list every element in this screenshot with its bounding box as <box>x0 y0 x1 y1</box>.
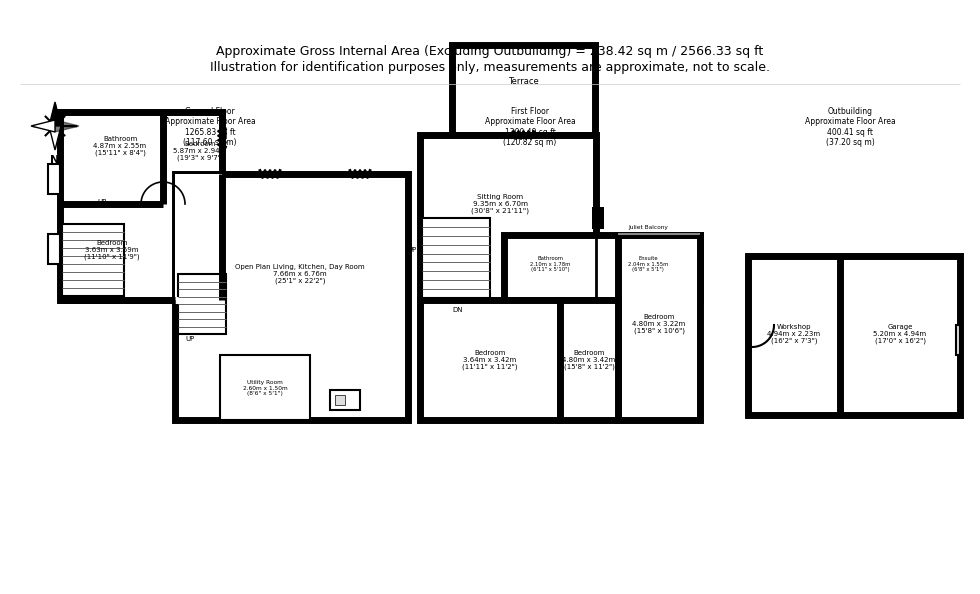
Bar <box>504 235 700 300</box>
Polygon shape <box>31 120 55 132</box>
Bar <box>175 174 408 420</box>
Text: UP: UP <box>185 336 195 342</box>
Bar <box>420 300 560 420</box>
Polygon shape <box>49 126 61 150</box>
Text: Bedroom
3.63m x 3.59m
(11'10" x 11'9"): Bedroom 3.63m x 3.59m (11'10" x 11'9") <box>84 240 140 260</box>
Bar <box>748 256 960 415</box>
Bar <box>592 207 604 229</box>
Text: Approximate Gross Internal Area (Excluding Outbuilding) = 238.42 sq m / 2566.33 : Approximate Gross Internal Area (Excludi… <box>217 45 763 58</box>
Bar <box>48 234 60 264</box>
Bar <box>560 300 618 420</box>
Text: Workshop
4.94m x 2.23m
(16'2" x 7'3"): Workshop 4.94m x 2.23m (16'2" x 7'3") <box>767 324 820 345</box>
Text: Bedroom
5.87m x 2.94m
(19'3" x 9'7"): Bedroom 5.87m x 2.94m (19'3" x 9'7") <box>173 141 226 161</box>
Text: Utility Room
2.60m x 1.50m
(8'6" x 5'1"): Utility Room 2.60m x 1.50m (8'6" x 5'1") <box>243 380 287 396</box>
Text: Garage
5.20m x 4.94m
(17'0" x 16'2"): Garage 5.20m x 4.94m (17'0" x 16'2") <box>873 324 926 345</box>
Text: First Floor
Approximate Floor Area
1300.49 sq ft
(120.82 sq m): First Floor Approximate Floor Area 1300.… <box>485 107 575 147</box>
Text: U/F: U/F <box>595 211 605 216</box>
Text: Open Plan Living, Kitchen, Day Room
7.66m x 6.76m
(25'1" x 22'2"): Open Plan Living, Kitchen, Day Room 7.66… <box>235 264 365 285</box>
Text: Bathroom
4.87m x 2.55m
(15'11" x 8'4"): Bathroom 4.87m x 2.55m (15'11" x 8'4") <box>93 136 147 156</box>
Text: DN: DN <box>453 307 464 313</box>
Text: Terrace: Terrace <box>508 77 539 86</box>
Bar <box>618 235 700 420</box>
Text: Sitting Room
9.35m x 6.70m
(30'8" x 21'11"): Sitting Room 9.35m x 6.70m (30'8" x 21'1… <box>471 194 529 214</box>
Bar <box>220 355 310 420</box>
Text: Illustration for identification purposes only, measurements are approximate, not: Illustration for identification purposes… <box>210 62 770 74</box>
Polygon shape <box>55 120 79 132</box>
Bar <box>422 218 490 298</box>
Bar <box>62 224 124 296</box>
Text: Outbuilding
Approximate Floor Area
400.41 sq ft
(37.20 sq m): Outbuilding Approximate Floor Area 400.4… <box>805 107 896 147</box>
Text: Ground Floor
Approximate Floor Area
1265.83 sq ft
(117.60 sq m): Ground Floor Approximate Floor Area 1265… <box>165 107 256 147</box>
Bar <box>48 164 60 194</box>
Bar <box>60 112 222 300</box>
Text: UP: UP <box>408 247 416 253</box>
Text: Bedroom
4.80m x 3.42m
(15'8" x 11'2"): Bedroom 4.80m x 3.42m (15'8" x 11'2") <box>563 350 615 370</box>
Bar <box>175 174 222 300</box>
Bar <box>335 395 345 405</box>
Text: UP: UP <box>97 199 107 205</box>
Text: Bathroom
2.10m x 1.78m
(6'11" x 5'10"): Bathroom 2.10m x 1.78m (6'11" x 5'10") <box>530 255 570 272</box>
Text: Bedroom
3.64m x 3.42m
(11'11" x 11'2"): Bedroom 3.64m x 3.42m (11'11" x 11'2") <box>463 350 517 370</box>
Text: N: N <box>50 155 60 165</box>
Text: Bedroom
4.80m x 3.22m
(15'8" x 10'6"): Bedroom 4.80m x 3.22m (15'8" x 10'6") <box>632 314 686 334</box>
Bar <box>956 325 960 355</box>
Text: Ensuite
2.04m x 1.55m
(6'8" x 5'1"): Ensuite 2.04m x 1.55m (6'8" x 5'1") <box>628 255 668 272</box>
Bar <box>330 390 360 410</box>
Bar <box>452 45 595 135</box>
Bar <box>420 135 596 300</box>
Bar <box>178 274 226 334</box>
Text: Juliet Balcony: Juliet Balcony <box>628 225 668 229</box>
Polygon shape <box>49 102 61 126</box>
